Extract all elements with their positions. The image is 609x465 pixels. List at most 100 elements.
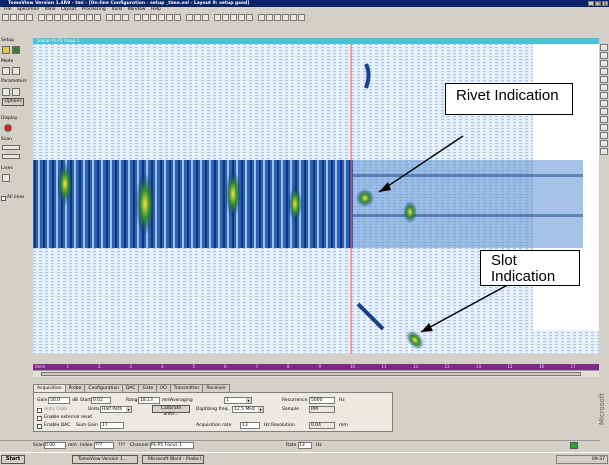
auto-calib-checkbox[interactable] [37, 408, 42, 413]
right-toolbar-button-1[interactable] [600, 52, 608, 59]
close-button[interactable]: × [602, 1, 608, 6]
taskbar-word[interactable]: Microsoft Word - Probe I... [142, 455, 204, 464]
right-toolbar-button-10[interactable] [600, 124, 608, 131]
right-toolbar-button-12[interactable] [600, 140, 608, 147]
menu-processing[interactable]: Processing [81, 7, 106, 12]
menu-file[interactable]: File [4, 7, 12, 12]
setup-icon[interactable] [2, 46, 10, 54]
toolbar-button-31[interactable] [274, 14, 281, 21]
tab-receiver[interactable]: Receiver [202, 384, 230, 392]
calibrate-units-button[interactable]: Calibrate units... [152, 405, 190, 417]
tab-acquisition[interactable]: Acquisition [33, 384, 66, 392]
toolbar-button-9[interactable] [78, 14, 85, 21]
toolbar-button-13[interactable] [114, 14, 121, 21]
units-select[interactable]: Half Path [100, 406, 132, 413]
mode-cursor-button[interactable] [12, 67, 20, 75]
scan-slider-2[interactable] [2, 154, 20, 159]
toolbar-button-6[interactable] [54, 14, 61, 21]
menu-specimen[interactable]: Specimen [16, 7, 40, 12]
start-button[interactable]: Start [1, 455, 25, 464]
toolbar-button-4[interactable] [38, 14, 45, 21]
parameters-icon[interactable] [2, 88, 10, 96]
toolbar-button-11[interactable] [94, 14, 101, 21]
enable-external-reset-checkbox[interactable] [37, 416, 42, 421]
toolbar-button-22[interactable] [194, 14, 201, 21]
range-input[interactable]: 18.13 [138, 397, 160, 404]
averaging-select[interactable]: 1 [224, 397, 252, 404]
right-toolbar-button-11[interactable] [600, 132, 608, 139]
maximize-button[interactable]: ❐ [595, 1, 601, 6]
acquisition-rate-input[interactable]: 13 [240, 422, 260, 429]
menu-window[interactable]: Window [127, 7, 146, 12]
toolbar-button-10[interactable] [86, 14, 93, 21]
toolbar-button-2[interactable] [18, 14, 25, 21]
toolbar-button-12[interactable] [106, 14, 113, 21]
right-toolbar-button-13[interactable] [600, 148, 608, 155]
minimize-button[interactable]: _ [588, 1, 594, 6]
digitizing-select[interactable]: 12.5 MHz [232, 406, 264, 413]
tab-probe[interactable]: Probe [64, 384, 86, 392]
right-toolbar-button-3[interactable] [600, 68, 608, 75]
recurrence-input[interactable]: 5000 [309, 397, 335, 404]
toolbar-button-24[interactable] [214, 14, 221, 21]
right-toolbar-button-5[interactable] [600, 84, 608, 91]
right-toolbar-button-0[interactable] [600, 44, 608, 51]
scan-slider[interactable] [2, 145, 20, 150]
toolbar-button-16[interactable] [142, 14, 149, 21]
taskbar-tomoview[interactable]: TomoView Version 1... [72, 455, 138, 464]
tab-configuration[interactable]: Configuration [84, 384, 123, 392]
menu-layout[interactable]: Layout [60, 7, 77, 12]
toolbar-button-34[interactable] [298, 14, 305, 21]
tab-dac[interactable]: DAC [121, 384, 140, 392]
mode-plus-button[interactable] [2, 67, 10, 75]
toolbar-button-14[interactable] [122, 14, 129, 21]
right-toolbar-button-7[interactable] [600, 100, 608, 107]
toolbar-button-8[interactable] [70, 14, 77, 21]
lines-button[interactable] [2, 174, 10, 182]
axis-tick-label: 0mm [35, 364, 46, 369]
toolbar-button-5[interactable] [46, 14, 53, 21]
toolbar-button-27[interactable] [238, 14, 245, 21]
menu-pane[interactable]: Pane [44, 7, 56, 12]
toolbar-button-1[interactable] [10, 14, 17, 21]
toolbar-button-25[interactable] [222, 14, 229, 21]
menu-tools[interactable]: Tools [111, 7, 123, 12]
toolbar-button-28[interactable] [246, 14, 253, 21]
right-toolbar-button-8[interactable] [600, 108, 608, 115]
right-toolbar-button-9[interactable] [600, 116, 608, 123]
toolbar-button-19[interactable] [166, 14, 173, 21]
toolbar-button-18[interactable] [158, 14, 165, 21]
tab-transmitter[interactable]: Transmitter [169, 384, 204, 392]
toolbar-button-0[interactable] [2, 14, 9, 21]
toolbar-button-23[interactable] [202, 14, 209, 21]
save-setup-icon[interactable] [12, 46, 20, 54]
scan-scrollbar[interactable] [33, 370, 599, 377]
sum-gain-input[interactable]: 17 [100, 422, 124, 429]
toolbar-button-3[interactable] [26, 14, 33, 21]
right-toolbar-button-6[interactable] [600, 92, 608, 99]
toolbar-button-26[interactable] [230, 14, 237, 21]
right-toolbar-button-4[interactable] [600, 76, 608, 83]
enable-dac-checkbox[interactable] [37, 424, 42, 429]
toolbar-button-21[interactable] [186, 14, 193, 21]
record-icon[interactable] [4, 124, 12, 132]
toolbar-button-30[interactable] [266, 14, 273, 21]
options-button[interactable]: Options [2, 98, 24, 106]
toolbar-button-32[interactable] [282, 14, 289, 21]
tab-io[interactable]: I/O [156, 384, 171, 392]
toolbar-button-29[interactable] [258, 14, 265, 21]
toolbar-button-7[interactable] [62, 14, 69, 21]
right-toolbar-button-2[interactable] [600, 60, 608, 67]
start-input[interactable]: 0.02 [91, 397, 111, 404]
gain-input[interactable]: 50.0 [48, 397, 70, 404]
scrollbar-thumb[interactable] [41, 372, 581, 376]
tab-gate[interactable]: Gate [138, 384, 158, 392]
toolbar-button-20[interactable] [174, 14, 181, 21]
toolbar-button-17[interactable] [150, 14, 157, 21]
menu-help[interactable]: Help [150, 7, 162, 12]
all-lines-checkbox[interactable] [1, 196, 6, 201]
toolbar-button-33[interactable] [290, 14, 297, 21]
settings-tabs: Acquisition Probe Configuration DAC Gate… [33, 384, 230, 392]
parameters-edit-icon[interactable] [12, 88, 20, 96]
toolbar-button-15[interactable] [134, 14, 141, 21]
